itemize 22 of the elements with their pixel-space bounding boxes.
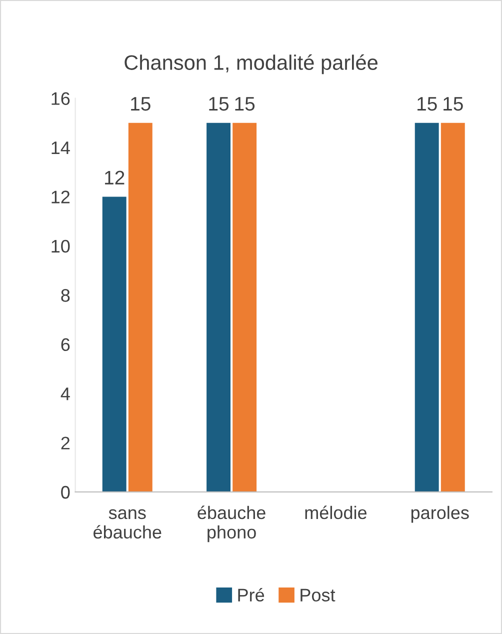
y-tick-label: 0: [61, 486, 70, 499]
data-label: 15: [131, 97, 150, 111]
data-label: 15: [418, 97, 437, 111]
y-tick-label: 4: [60, 388, 70, 400]
x-tick-label: ébauche phono: [198, 506, 266, 542]
x-tick-label: mélodie: [305, 506, 367, 520]
y-tick-label: 16: [52, 92, 70, 105]
data-label: 15: [209, 97, 229, 111]
legend-label: Pré: [238, 588, 264, 602]
y-tick-label: 12: [52, 190, 70, 204]
y-tick-label: 14: [52, 142, 70, 154]
data-label: 15: [235, 97, 255, 111]
chart-title: Chanson 1, modalité parlée: [124, 54, 378, 74]
legend-label: Post: [300, 588, 336, 602]
data-label: 15: [444, 97, 463, 111]
y-tick-label: 10: [52, 240, 70, 253]
y-tick-label: 8: [61, 289, 70, 302]
x-tick-label: paroles: [411, 506, 469, 523]
x-tick-label: sans ébauche: [94, 509, 162, 539]
y-tick-label: 6: [61, 338, 70, 352]
y-tick-label: 2: [61, 436, 70, 450]
data-label: 12: [105, 170, 124, 184]
